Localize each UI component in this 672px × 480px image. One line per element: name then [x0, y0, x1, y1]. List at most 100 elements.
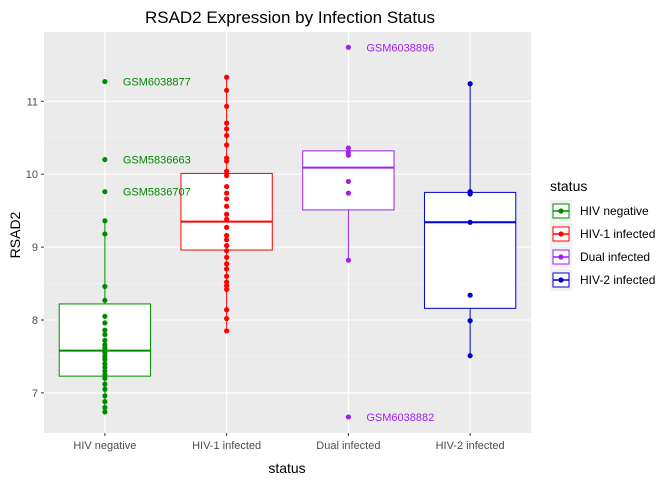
data-point	[467, 191, 473, 197]
data-point	[345, 190, 351, 196]
data-point	[224, 211, 230, 217]
legend-key-point	[558, 208, 564, 214]
data-point	[102, 372, 108, 378]
x-axis-ticks: HIV negative HIV-1 infected Dual infected H…	[73, 433, 505, 452]
y-tick-label: 9	[32, 242, 38, 254]
legend-label: HIV-2 infected	[580, 273, 655, 287]
y-tick-label: 8	[32, 315, 38, 327]
y-axis-title: RSAD2	[7, 211, 23, 258]
data-point	[224, 183, 230, 190]
data-point	[224, 254, 230, 260]
data-point	[102, 399, 108, 405]
x-axis-title: status	[268, 460, 305, 476]
x-tick-label: HIV-1 infected	[192, 440, 261, 452]
x-tick-label: Dual infected	[316, 440, 380, 452]
legend-title: status	[550, 178, 587, 194]
legend-label: Dual infected	[580, 250, 650, 264]
data-point	[102, 313, 108, 319]
point-label: GSM5836663	[123, 155, 191, 167]
data-point	[467, 292, 473, 298]
data-point	[102, 231, 108, 237]
data-point	[224, 243, 230, 249]
data-point	[224, 261, 230, 267]
data-point	[102, 218, 108, 224]
legend-key-point	[558, 254, 564, 260]
data-point	[467, 219, 473, 225]
data-point	[224, 307, 230, 313]
data-point	[224, 237, 230, 243]
data-point	[102, 386, 108, 392]
box-iqr	[423, 191, 517, 309]
data-point	[102, 283, 108, 290]
legend: status HIV negative HIV-1 infected Dual in…	[550, 178, 655, 291]
x-tick-label: HIV negative	[73, 440, 136, 452]
data-point	[224, 224, 230, 230]
data-point	[102, 393, 108, 399]
data-point	[345, 44, 351, 50]
data-points	[102, 44, 473, 420]
data-point	[102, 350, 108, 356]
data-point	[224, 173, 230, 179]
legend-label: HIV-1 infected	[580, 227, 655, 241]
legend-key-point	[558, 231, 564, 237]
y-tick-label: 7	[32, 388, 38, 400]
point-label: GSM6038896	[366, 42, 434, 54]
data-point	[102, 404, 108, 411]
point-label: GSM6038882	[366, 412, 434, 424]
data-point	[224, 232, 230, 239]
data-point	[345, 257, 351, 263]
point-label: GSM5836707	[123, 187, 191, 199]
data-point	[345, 178, 351, 185]
data-point	[102, 381, 108, 387]
data-point	[224, 132, 230, 139]
data-point	[224, 126, 230, 132]
data-point	[102, 189, 108, 195]
data-point	[467, 353, 473, 359]
data-point	[102, 327, 108, 333]
data-point	[102, 361, 108, 367]
data-point	[345, 414, 351, 420]
y-tick-label: 10	[26, 169, 38, 181]
data-point	[102, 364, 108, 370]
data-point	[102, 409, 108, 415]
data-point	[224, 190, 230, 196]
data-point	[345, 152, 351, 158]
x-tick-label: HIV-2 infected	[436, 440, 505, 452]
y-tick-label: 11	[27, 96, 38, 108]
data-point	[224, 248, 230, 254]
legend-key-point	[558, 277, 564, 283]
data-point	[102, 331, 108, 338]
data-point	[224, 328, 230, 334]
data-point	[467, 81, 473, 87]
data-point	[224, 120, 230, 126]
data-point	[224, 315, 230, 322]
point-label: GSM6038877	[123, 77, 191, 89]
data-point	[224, 168, 230, 174]
y-axis-ticks: 7 8 9 10 11	[26, 96, 44, 400]
data-point	[102, 156, 108, 163]
data-point	[102, 375, 108, 381]
data-point	[224, 142, 230, 148]
data-point	[102, 297, 108, 303]
data-point	[224, 87, 230, 93]
data-point	[102, 337, 108, 344]
chart-title: RSAD2 Expression by Infection Status	[145, 8, 435, 27]
data-point	[345, 145, 351, 151]
data-point	[102, 356, 108, 362]
data-point	[224, 279, 230, 285]
data-point	[224, 286, 230, 292]
data-point	[224, 103, 230, 109]
data-point	[224, 203, 230, 209]
legend-label: HIV negative	[580, 204, 649, 218]
data-point	[224, 196, 230, 202]
data-point	[102, 368, 108, 374]
data-point	[224, 74, 230, 80]
data-point	[224, 273, 230, 279]
data-point	[102, 78, 108, 85]
data-point	[224, 216, 230, 222]
annotations: GSM6038877 GSM5836663 GSM5836707 GSM6038896…	[123, 42, 434, 424]
data-point	[224, 158, 230, 164]
data-point	[224, 283, 230, 289]
data-point	[224, 266, 230, 272]
